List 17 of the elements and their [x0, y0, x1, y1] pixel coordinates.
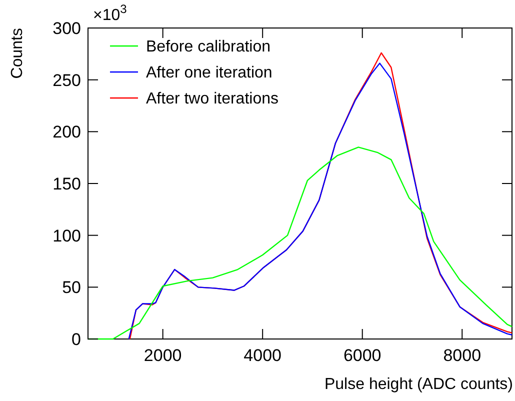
y-tick-label: 250: [52, 70, 81, 90]
y-tick-label: 50: [62, 278, 81, 298]
x-tick-label: 4000: [244, 346, 282, 365]
y-axis-title: Counts: [9, 28, 26, 79]
x-tick-label: 6000: [343, 346, 382, 365]
x-tick-label: 2000: [144, 346, 182, 365]
legend-label: Before calibration: [146, 38, 271, 56]
y-tick-label: 200: [52, 122, 81, 142]
text: ×10$^{3}$: [93, 2, 128, 24]
y-tick-label: 100: [52, 226, 81, 246]
legend-label: After one iteration: [146, 64, 272, 82]
y-tick-label: 150: [52, 174, 81, 194]
legend-label: After two iterations: [146, 90, 278, 108]
x-axis-title: Pulse height (ADC counts): [324, 376, 513, 393]
x-tick-label: 8000: [443, 346, 482, 365]
y-tick-label: 0: [72, 330, 81, 349]
y-tick-label: 300: [52, 18, 81, 38]
